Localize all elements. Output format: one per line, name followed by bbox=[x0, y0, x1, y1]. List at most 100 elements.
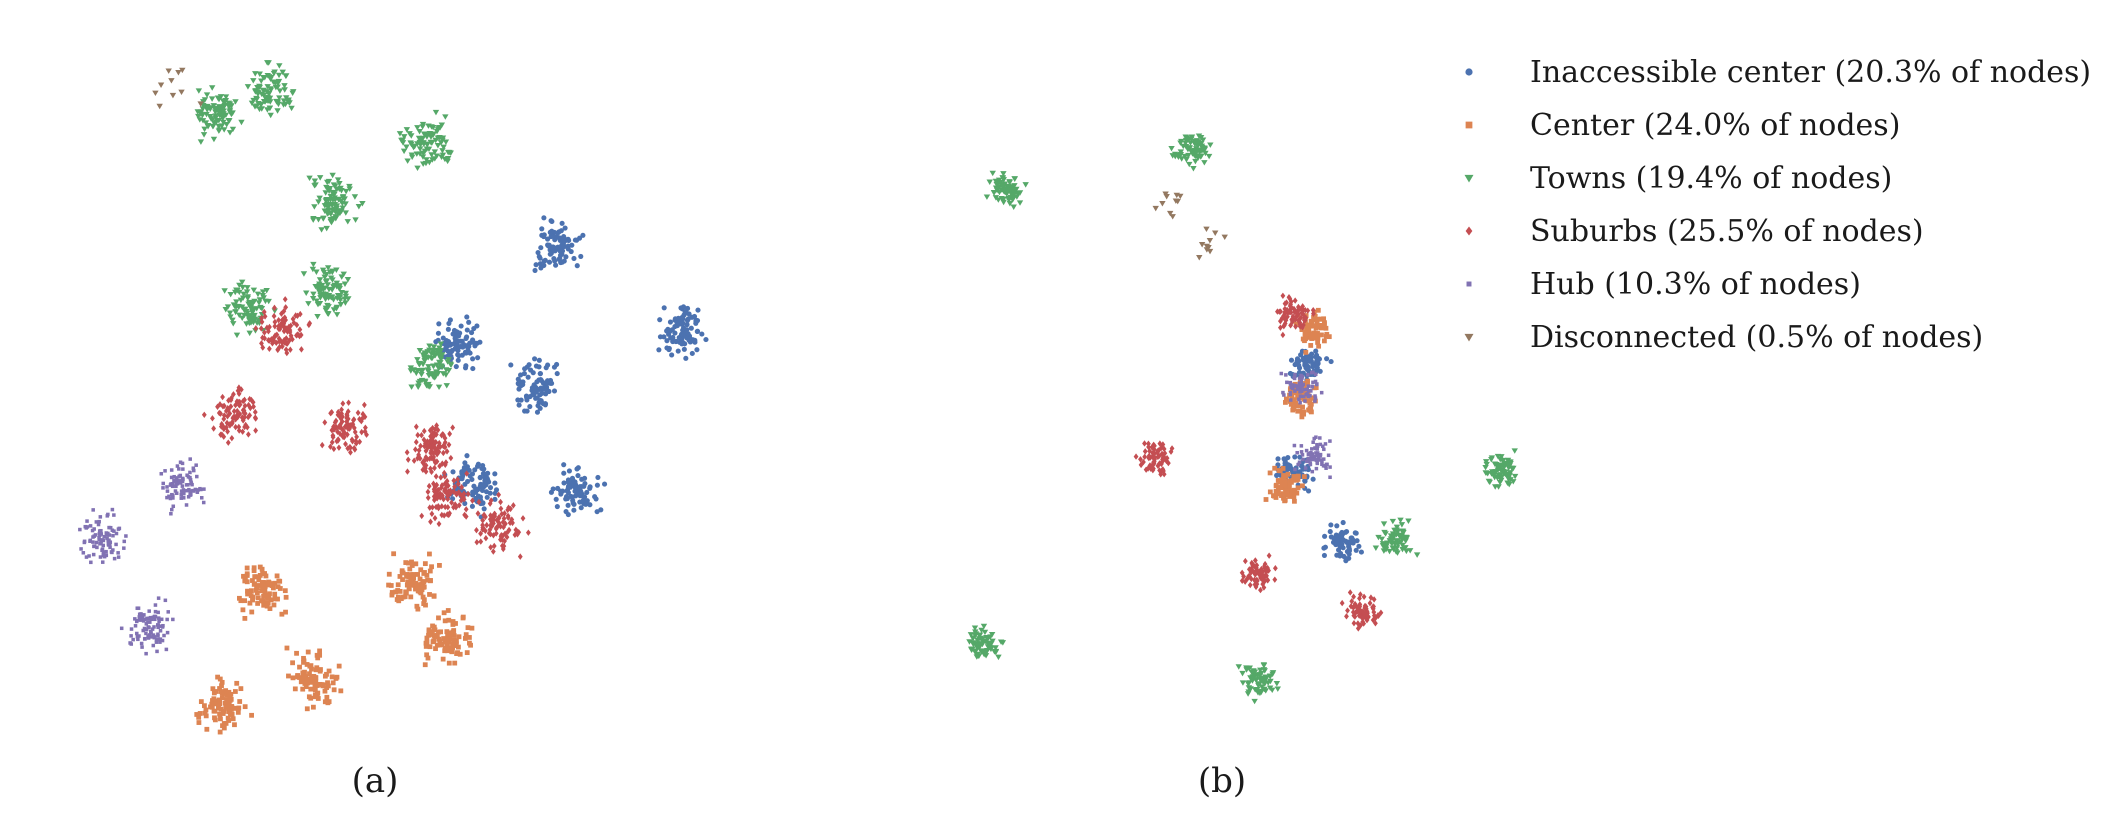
point-center bbox=[1283, 400, 1288, 405]
point-suburbs bbox=[1261, 584, 1267, 591]
point-hub bbox=[178, 481, 183, 485]
point-inaccessible bbox=[565, 502, 571, 508]
point-center bbox=[315, 690, 321, 696]
point-hub bbox=[1301, 457, 1305, 462]
point-inaccessible bbox=[523, 393, 529, 399]
point-suburbs bbox=[1252, 557, 1258, 564]
point-towns bbox=[250, 287, 258, 294]
point-center bbox=[274, 573, 280, 579]
point-towns bbox=[1011, 187, 1019, 194]
point-suburbs bbox=[274, 331, 280, 338]
point-hub bbox=[98, 555, 103, 559]
point-center bbox=[424, 652, 430, 658]
point-hub bbox=[1297, 460, 1302, 465]
point-suburbs bbox=[1373, 614, 1379, 622]
point-center bbox=[431, 624, 437, 630]
point-center bbox=[394, 597, 400, 602]
point-towns bbox=[316, 277, 324, 283]
point-towns bbox=[1247, 675, 1254, 681]
point-center bbox=[1309, 320, 1315, 326]
point-towns bbox=[977, 641, 984, 647]
point-disconnected bbox=[1196, 255, 1203, 261]
point-towns bbox=[431, 375, 438, 381]
point-hub bbox=[153, 603, 158, 607]
point-towns bbox=[446, 149, 453, 156]
point-towns bbox=[1274, 686, 1281, 692]
point-towns bbox=[995, 654, 1002, 661]
point-center bbox=[216, 705, 221, 710]
point-suburbs bbox=[1364, 616, 1370, 624]
point-towns bbox=[1510, 465, 1517, 472]
point-towns bbox=[1497, 472, 1504, 478]
point-towns bbox=[1177, 149, 1185, 155]
point-towns bbox=[285, 99, 292, 105]
point-center bbox=[425, 655, 431, 661]
point-towns bbox=[995, 177, 1003, 184]
point-hub bbox=[187, 487, 191, 492]
point-disconnected bbox=[169, 92, 177, 99]
point-towns bbox=[1244, 681, 1252, 687]
point-towns bbox=[1255, 681, 1262, 688]
point-towns bbox=[426, 384, 433, 390]
point-suburbs bbox=[459, 484, 465, 491]
point-center bbox=[307, 671, 312, 677]
point-center bbox=[1280, 466, 1286, 471]
point-hub bbox=[188, 475, 192, 480]
point-center bbox=[452, 660, 458, 666]
point-towns bbox=[1488, 471, 1495, 477]
point-suburbs bbox=[475, 510, 481, 517]
point-suburbs bbox=[1252, 578, 1258, 585]
point-suburbs bbox=[283, 346, 289, 353]
point-center bbox=[1291, 397, 1297, 403]
point-inaccessible bbox=[703, 337, 709, 343]
point-towns bbox=[239, 284, 246, 291]
point-inaccessible bbox=[435, 330, 441, 336]
point-center bbox=[404, 572, 410, 577]
point-center bbox=[241, 573, 246, 579]
point-suburbs bbox=[442, 461, 448, 468]
point-suburbs bbox=[452, 483, 457, 490]
point-suburbs bbox=[429, 445, 434, 452]
point-hub bbox=[111, 548, 115, 552]
point-towns bbox=[1000, 199, 1007, 206]
point-hub bbox=[97, 538, 101, 542]
point-towns bbox=[223, 122, 230, 128]
point-towns bbox=[1262, 688, 1269, 694]
point-hub bbox=[1297, 382, 1302, 387]
point-towns bbox=[423, 132, 431, 139]
point-towns bbox=[426, 343, 433, 349]
point-towns bbox=[428, 140, 436, 146]
point-towns bbox=[236, 289, 243, 296]
point-center bbox=[413, 561, 419, 567]
point-towns bbox=[1013, 194, 1021, 200]
point-suburbs bbox=[482, 527, 488, 535]
point-suburbs bbox=[405, 456, 411, 463]
point-center bbox=[313, 675, 319, 680]
point-center bbox=[237, 699, 243, 704]
point-hub bbox=[137, 634, 141, 638]
point-suburbs bbox=[1293, 323, 1299, 330]
point-towns bbox=[981, 629, 989, 636]
point-center bbox=[262, 584, 268, 589]
point-towns bbox=[425, 146, 433, 153]
point-towns bbox=[1182, 140, 1189, 147]
point-center bbox=[421, 584, 426, 590]
point-inaccessible bbox=[1346, 544, 1352, 550]
point-suburbs bbox=[219, 420, 225, 428]
point-center bbox=[1299, 410, 1305, 416]
point-towns bbox=[274, 108, 281, 114]
point-center bbox=[297, 664, 302, 670]
point-hub bbox=[101, 550, 106, 555]
point-inaccessible bbox=[542, 401, 548, 407]
point-towns bbox=[238, 304, 246, 310]
point-towns bbox=[324, 265, 332, 271]
point-suburbs bbox=[282, 325, 288, 333]
point-towns bbox=[221, 288, 228, 294]
point-center bbox=[221, 709, 227, 714]
point-suburbs bbox=[422, 442, 427, 450]
point-hub bbox=[102, 554, 107, 559]
point-hub bbox=[1319, 390, 1324, 395]
point-suburbs bbox=[1355, 604, 1360, 611]
point-suburbs bbox=[1288, 322, 1293, 329]
point-towns bbox=[328, 219, 335, 226]
